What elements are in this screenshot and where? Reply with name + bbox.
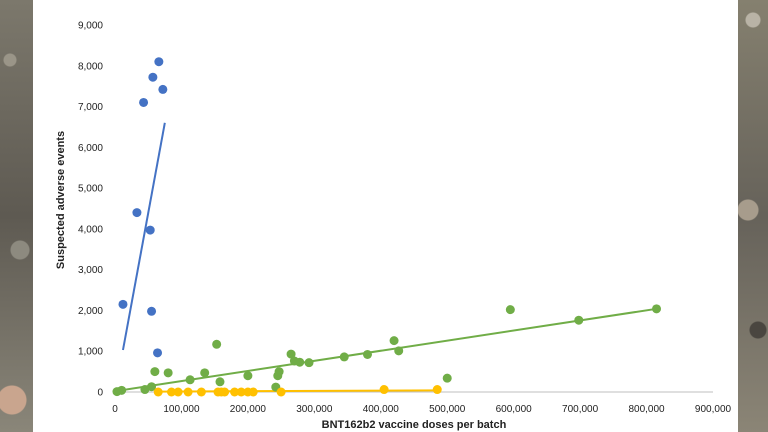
scatter-chart: 0 100,000 200,000 300,000 400,000 500,000 600,… (55, 21, 732, 432)
data-point-series-2 (212, 339, 222, 349)
data-point-series-2 (163, 368, 173, 378)
data-point-series-2 (147, 382, 157, 392)
x-tick-label: 800,000 (628, 404, 665, 415)
y-tick-label: 4,000 (78, 224, 103, 235)
data-point-series-1 (154, 57, 164, 67)
data-point-series-1 (132, 208, 142, 218)
x-tick-label: 700,000 (562, 404, 599, 415)
trendline-series-2 (114, 307, 657, 393)
y-tick-label: 6,000 (78, 143, 103, 154)
data-point-series-1 (158, 84, 168, 94)
data-point-series-2 (274, 367, 284, 377)
x-axis-title: BNT162b2 vaccine doses per batch (322, 419, 507, 431)
data-point-series-2 (505, 305, 515, 315)
data-point-series-2 (215, 377, 225, 387)
data-point-series-2 (362, 349, 372, 359)
x-tick-label: 400,000 (363, 404, 400, 415)
data-point-series-3 (153, 387, 163, 397)
data-point-series-2 (442, 373, 452, 383)
data-point-series-3 (173, 387, 183, 397)
x-tick-label: 100,000 (163, 404, 200, 415)
y-tick-label: 7,000 (78, 102, 103, 113)
data-points (112, 57, 662, 397)
data-point-series-1 (153, 348, 163, 358)
data-point-series-2 (389, 336, 399, 346)
data-point-series-2 (200, 368, 210, 378)
data-point-series-2 (304, 358, 314, 368)
data-point-series-3 (379, 385, 389, 395)
data-point-series-3 (248, 387, 258, 397)
data-point-series-1 (118, 299, 128, 309)
data-point-series-2 (295, 357, 305, 367)
data-point-series-3 (236, 387, 246, 397)
y-tick-labels: 0 1,000 2,000 3,000 4,000 5,000 6,000 7,000 8,00… (78, 21, 103, 399)
data-point-series-2 (339, 352, 349, 362)
x-tick-label: 0 (112, 404, 118, 415)
data-point-series-3 (183, 387, 193, 397)
x-tick-labels: 0 100,000 200,000 300,000 400,000 500,000 600,… (112, 404, 731, 415)
x-tick-label: 900,000 (695, 404, 732, 415)
background-left (0, 0, 33, 432)
background-right (738, 0, 768, 432)
data-point-series-2 (286, 349, 296, 359)
data-point-series-2 (243, 371, 253, 381)
data-point-series-1 (145, 225, 155, 235)
y-tick-label: 1,000 (78, 347, 103, 358)
data-point-series-1 (148, 72, 158, 82)
data-point-series-3 (166, 387, 176, 397)
data-point-series-1 (139, 97, 149, 107)
x-tick-label: 500,000 (429, 404, 466, 415)
data-point-series-3 (230, 387, 240, 397)
y-tick-label: 8,000 (78, 61, 103, 72)
data-point-series-3 (432, 385, 442, 395)
y-tick-label: 9,000 (78, 21, 103, 32)
data-point-series-2 (185, 375, 195, 385)
data-point-series-2 (574, 315, 584, 325)
data-point-series-3 (196, 387, 206, 397)
data-point-series-3 (220, 387, 230, 397)
x-tick-label: 200,000 (230, 404, 267, 415)
data-point-series-2 (117, 385, 127, 395)
y-tick-label: 2,000 (78, 306, 103, 317)
y-axis-title: Suspected adverse events (55, 131, 67, 269)
trendlines (114, 122, 657, 393)
data-point-series-3 (276, 387, 286, 397)
y-tick-label: 3,000 (78, 265, 103, 276)
data-point-series-1 (147, 306, 157, 316)
x-tick-label: 300,000 (296, 404, 333, 415)
x-tick-label: 600,000 (496, 404, 533, 415)
trendline-series-1 (121, 122, 166, 351)
y-tick-label: 5,000 (78, 184, 103, 195)
y-tick-label: 0 (97, 388, 103, 399)
data-point-series-2 (150, 367, 160, 377)
data-point-series-2 (652, 304, 662, 314)
chart-panel: 0 100,000 200,000 300,000 400,000 500,000 600,… (33, 0, 738, 432)
data-point-series-2 (394, 346, 404, 356)
